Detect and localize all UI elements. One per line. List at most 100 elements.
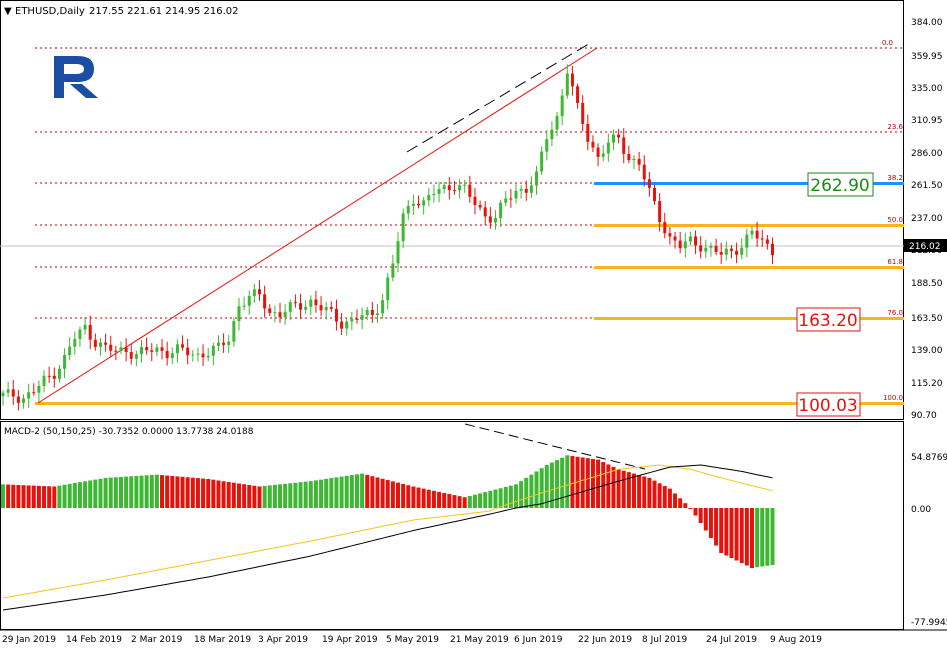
candle-body bbox=[422, 200, 426, 206]
candle-body bbox=[278, 312, 282, 318]
macd-bar bbox=[396, 482, 401, 508]
macd-bar bbox=[319, 479, 324, 508]
macd-bar bbox=[765, 508, 770, 566]
macd-bar bbox=[514, 484, 518, 508]
candle-body bbox=[540, 151, 544, 172]
candle-body bbox=[653, 187, 657, 202]
macd-bar bbox=[11, 484, 16, 508]
macd-bar bbox=[770, 508, 775, 566]
macd-bar bbox=[601, 462, 606, 508]
macd-bar bbox=[380, 478, 385, 508]
macd-bar bbox=[129, 476, 134, 508]
candle-body bbox=[32, 392, 36, 394]
candle-body bbox=[57, 368, 61, 379]
macd-bar bbox=[154, 474, 159, 508]
macd-histogram bbox=[1, 455, 775, 569]
candle-body bbox=[355, 318, 359, 320]
candle-body bbox=[11, 389, 15, 397]
candle-body bbox=[704, 247, 708, 252]
candle-body bbox=[427, 194, 431, 201]
macd-bar bbox=[529, 474, 534, 508]
date-tick: 21 May 2019 bbox=[450, 635, 509, 645]
candle-body bbox=[165, 350, 169, 359]
date-tick: 2 Mar 2019 bbox=[131, 635, 183, 645]
date-tick: 8 Jul 2019 bbox=[642, 635, 687, 645]
price-tick: 188.50 bbox=[911, 279, 943, 289]
macd-bar bbox=[221, 481, 226, 508]
macd-bar bbox=[272, 484, 277, 508]
fib-label-100: 100.0 bbox=[883, 394, 903, 402]
candle-body bbox=[196, 353, 200, 355]
candle-body bbox=[263, 294, 267, 309]
candle-body bbox=[565, 73, 569, 96]
macd-bar bbox=[724, 508, 729, 556]
macd-bar bbox=[688, 508, 693, 509]
macd-bar bbox=[334, 477, 339, 508]
candle-body bbox=[401, 213, 405, 242]
fib-label-23: 23.6 bbox=[887, 123, 903, 131]
candle-body bbox=[370, 309, 374, 315]
candle-body bbox=[258, 289, 261, 295]
candle-body bbox=[124, 347, 128, 353]
macd-bar bbox=[185, 477, 190, 508]
date-tick: 24 Jul 2019 bbox=[706, 635, 757, 645]
candle-body bbox=[63, 355, 67, 369]
candle-body bbox=[714, 245, 718, 253]
header-marker: ▼ bbox=[4, 6, 12, 17]
candle-body bbox=[483, 207, 487, 217]
macd-bar bbox=[555, 460, 560, 508]
price-tick: 359.95 bbox=[911, 52, 943, 62]
candle-body bbox=[1, 392, 5, 397]
macd-bar bbox=[744, 508, 749, 566]
macd-bar bbox=[390, 481, 395, 508]
macd-bar bbox=[375, 477, 380, 508]
macd-bar bbox=[385, 480, 390, 508]
candle-body bbox=[642, 164, 646, 180]
candle-body bbox=[432, 193, 436, 195]
target-value-100: 100.03 bbox=[798, 396, 857, 416]
candle-body bbox=[27, 392, 31, 399]
candle-body bbox=[273, 312, 277, 314]
macd-bar bbox=[236, 483, 241, 508]
date-tick: 5 May 2019 bbox=[386, 635, 439, 645]
candle-body bbox=[16, 396, 20, 403]
macd-bar bbox=[1, 484, 5, 508]
candle-body bbox=[755, 230, 759, 239]
date-tick: 14 Feb 2019 bbox=[66, 635, 122, 645]
symbol-timeframe: ETHUSD,Daily bbox=[15, 6, 85, 17]
macd-bar bbox=[683, 503, 688, 508]
macd-bar bbox=[201, 478, 206, 508]
date-axis: 29 Jan 2019 14 Feb 2019 2 Mar 2019 18 Ma… bbox=[2, 635, 822, 645]
macd-bar bbox=[652, 480, 657, 508]
macd-bar bbox=[508, 485, 513, 508]
candle-body bbox=[134, 354, 138, 359]
candle-body bbox=[647, 179, 651, 188]
candle-body bbox=[386, 277, 390, 301]
fib-label-76: 76.0 bbox=[887, 309, 903, 317]
candle-body bbox=[545, 139, 549, 152]
fib-label-38: 38.2 bbox=[887, 174, 903, 182]
candle-body bbox=[47, 375, 51, 377]
candle-body bbox=[37, 385, 41, 393]
candle-body bbox=[504, 198, 508, 203]
macd-bar bbox=[549, 462, 554, 508]
macd-bar bbox=[447, 494, 452, 508]
macd-bar bbox=[729, 508, 734, 559]
roboforex-logo bbox=[54, 56, 98, 98]
candle-body bbox=[673, 236, 677, 241]
candle-body bbox=[334, 308, 338, 322]
candle-body bbox=[765, 239, 769, 244]
candle-body bbox=[155, 347, 159, 352]
candle-body bbox=[83, 324, 87, 330]
candle-body bbox=[73, 338, 77, 347]
macd-bar bbox=[498, 488, 503, 508]
target-box-100: 100.03 bbox=[796, 392, 861, 417]
macd-bar bbox=[62, 484, 67, 508]
date-tick: 6 Jun 2019 bbox=[514, 635, 563, 645]
candle-body bbox=[340, 321, 344, 329]
level-line-50 bbox=[594, 224, 904, 227]
macd-bar bbox=[483, 492, 488, 508]
macd-bar bbox=[360, 473, 365, 508]
